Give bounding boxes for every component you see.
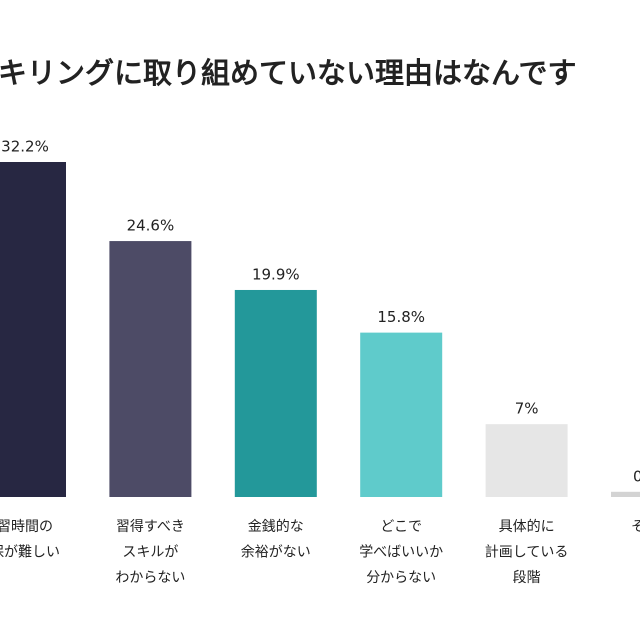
value-label: 19.9%	[252, 265, 300, 283]
category-label: わからない	[115, 570, 185, 586]
value-label: 24.6%	[127, 217, 175, 235]
category-label: 習時間の	[0, 519, 53, 535]
category-label: 具体的に	[499, 519, 555, 535]
bar	[0, 162, 66, 497]
value-label: 32.2%	[1, 138, 49, 156]
category-label: スキルが	[122, 545, 178, 561]
category-label: 保が難しい	[0, 545, 60, 561]
chart-title: キリングに取り組めていない理由はなんです	[0, 56, 577, 90]
value-label: 0.5%	[633, 467, 640, 485]
category-label: どこで	[380, 519, 422, 535]
category-label: その他	[631, 519, 640, 535]
bar	[109, 241, 192, 497]
category-label: 分からない	[366, 570, 436, 586]
value-label: 15.8%	[377, 308, 425, 326]
category-label: 計画している	[485, 545, 569, 561]
bar	[485, 424, 568, 497]
category-label: 段階	[513, 570, 541, 586]
category-label: 学べばいいか	[359, 545, 443, 561]
value-label: 7%	[515, 400, 539, 418]
bar	[360, 332, 443, 497]
category-label: 金銭的な	[248, 519, 304, 535]
bar	[234, 289, 317, 497]
category-label: 余裕がない	[241, 544, 311, 561]
category-label: 習得すべき	[116, 518, 185, 535]
bar	[611, 491, 640, 497]
